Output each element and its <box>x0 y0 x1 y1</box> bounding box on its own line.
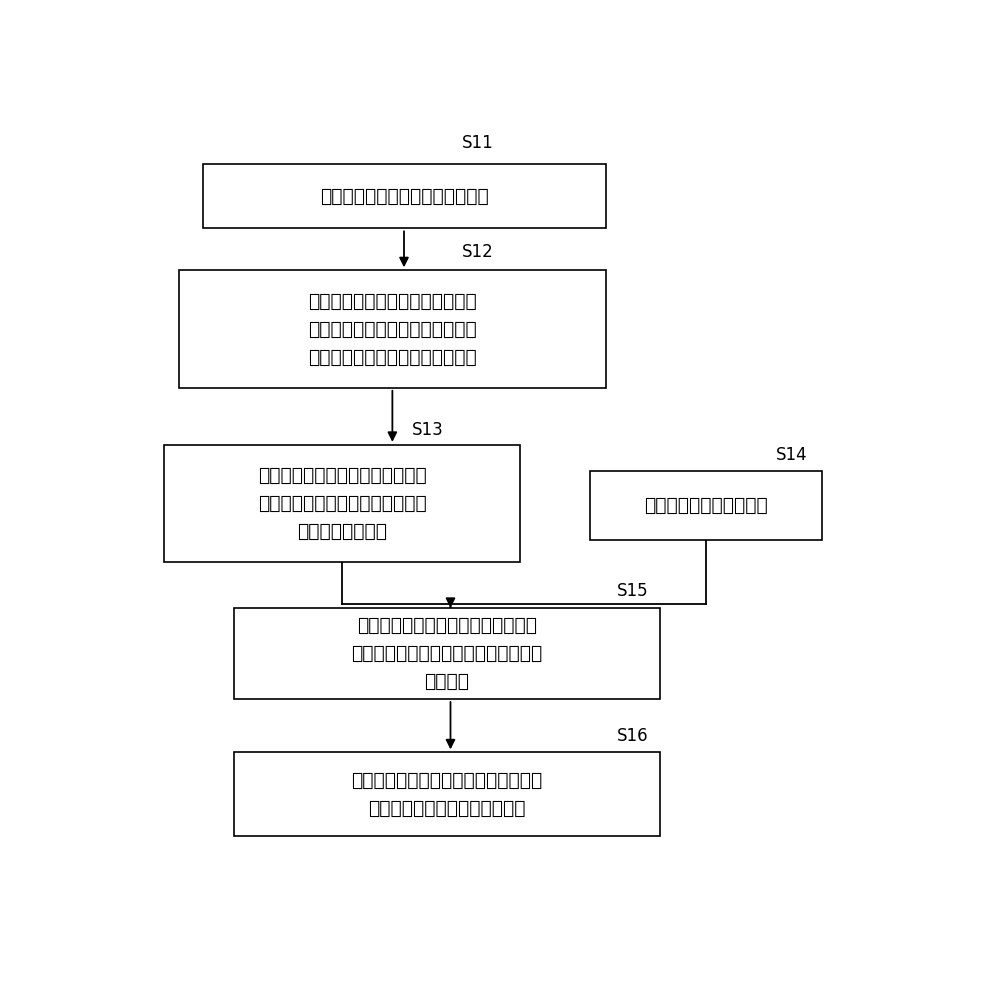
Text: 基于光强的理论表达式和实测的光强
数据，得到需要定标的量即光轴对准角
度偏离值: 基于光强的理论表达式和实测的光强 数据，得到需要定标的量即光轴对准角 度偏离值 <box>351 616 542 691</box>
Text: 实测得到的系统光强数据: 实测得到的系统光强数据 <box>644 496 768 515</box>
FancyBboxPatch shape <box>234 752 660 836</box>
FancyBboxPatch shape <box>179 270 606 387</box>
Text: 利用单波片的矩阵和由对准角度设
计值和对准角度偏离值决定的坐标
变换矩阵确定复合波片的矩阵形式: 利用单波片的矩阵和由对准角度设 计值和对准角度偏离值决定的坐标 变换矩阵确定复合… <box>308 292 477 367</box>
FancyBboxPatch shape <box>234 608 660 699</box>
Text: S14: S14 <box>776 446 808 463</box>
Text: S16: S16 <box>617 727 649 744</box>
FancyBboxPatch shape <box>202 164 606 229</box>
FancyBboxPatch shape <box>590 471 822 539</box>
Text: 确定需定标的复合波片的组成情况: 确定需定标的复合波片的组成情况 <box>320 186 488 206</box>
Text: 基于已确定的复合波片的矩阵，得
到测量的光强与光轴对准角度偏差
值的理论表达公式: 基于已确定的复合波片的矩阵，得 到测量的光强与光轴对准角度偏差 值的理论表达公式 <box>258 466 426 541</box>
Text: 把偏离值代入复合波片的矩阵表达式，
得到复合波片的矩阵，完成定标: 把偏离值代入复合波片的矩阵表达式， 得到复合波片的矩阵，完成定标 <box>351 770 542 817</box>
Text: S13: S13 <box>412 421 444 439</box>
FancyBboxPatch shape <box>164 445 520 562</box>
Text: S15: S15 <box>617 582 649 599</box>
Text: S11: S11 <box>462 134 494 153</box>
Text: S12: S12 <box>462 244 494 261</box>
